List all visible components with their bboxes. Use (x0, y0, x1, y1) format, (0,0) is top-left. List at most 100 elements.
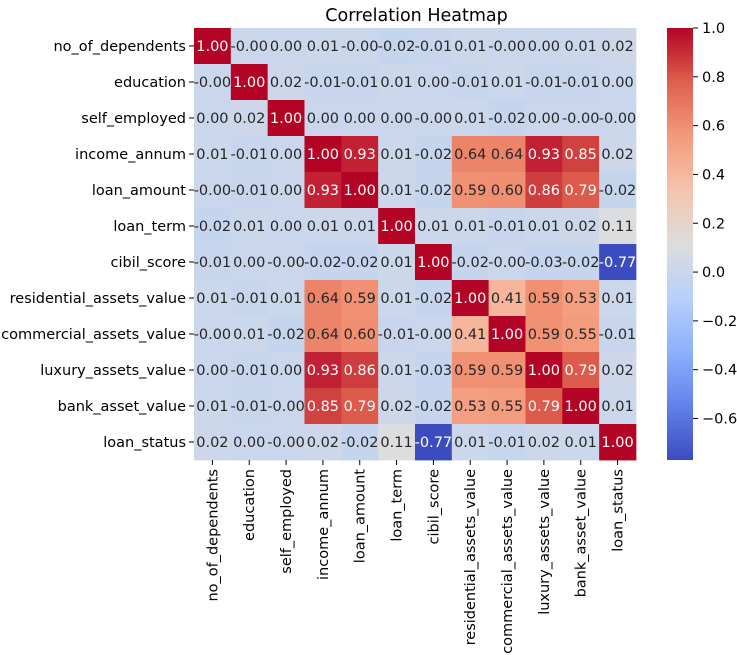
cell-value-label: 0.01 (528, 219, 560, 235)
heatmap-cell (414, 316, 453, 353)
cell-value-label: -0.77 (599, 255, 637, 271)
cell-value-label: 0.00 (380, 111, 412, 127)
heatmap-cell (599, 280, 637, 317)
heatmap-cell (267, 100, 305, 137)
cell-value-label: 0.01 (417, 219, 449, 235)
column-tick-label: cibil_score (426, 469, 442, 545)
cell-value-label: -0.02 (415, 183, 453, 199)
cell-value-label: 0.01 (491, 75, 523, 91)
heatmap-cell (525, 136, 563, 173)
heatmap-cell (304, 172, 342, 209)
cell-value-label: -0.01 (525, 75, 563, 91)
heatmap-cells: 1.00 -0.00 0.00 0.01 -0.00 -0.02 -0.01 0.01 -0.0… (194, 28, 637, 461)
cell-value-label: -0.01 (488, 435, 526, 451)
heatmap-cell (341, 424, 379, 461)
heatmap-cell (267, 244, 305, 281)
cell-value-label: -0.00 (267, 255, 305, 271)
cell-value-label: 0.41 (454, 327, 486, 343)
column-tick-label: luxury_assets_value (537, 469, 553, 615)
cell-value-label: -0.01 (341, 75, 379, 91)
heatmap-cell (378, 136, 416, 173)
colorbar-tick-label: −0.2 (702, 314, 737, 330)
column-tick-label: education (242, 469, 258, 541)
cell-value-label: -0.01 (488, 219, 526, 235)
heatmap-cell (562, 64, 600, 101)
heatmap-cell (451, 316, 490, 353)
cell-value-label: -0.00 (267, 399, 305, 415)
heatmap-cell (599, 244, 637, 281)
heatmap-cell (341, 388, 379, 425)
heatmap-cell (562, 280, 600, 317)
column-tick-label: self_employed (279, 469, 295, 574)
heatmap-cell (451, 388, 490, 425)
heatmap-cell (341, 100, 379, 137)
heatmap-cell (230, 172, 269, 209)
cell-value-label: -0.01 (599, 327, 637, 343)
heatmap-cell (451, 352, 490, 389)
heatmap-cell (378, 424, 416, 461)
cell-value-label: 0.02 (601, 147, 633, 163)
row-tick-label: bank_asset_value (58, 399, 186, 415)
column-tick-label: commercial_assets_value (500, 469, 516, 654)
cell-value-label: 0.93 (344, 147, 376, 163)
cell-value-label: 0.01 (233, 327, 265, 343)
cell-value-label: 0.59 (491, 363, 523, 379)
cell-value-label: -0.00 (267, 435, 305, 451)
cell-value-label: 0.02 (196, 435, 228, 451)
heatmap-cell (451, 424, 490, 461)
heatmap-cell (230, 64, 269, 101)
heatmap-cell (599, 28, 637, 65)
chart-title: Correlation Heatmap (325, 6, 507, 26)
cell-value-label: 1.00 (565, 399, 597, 415)
colorbar-tick-label: 0.4 (702, 167, 725, 183)
cell-value-label: 0.01 (380, 75, 412, 91)
row-tick-label: luxury_assets_value (40, 363, 186, 379)
cell-value-label: 0.01 (454, 39, 486, 55)
heatmap-cell (378, 172, 416, 209)
cell-value-label: 0.64 (454, 147, 486, 163)
heatmap-cell (414, 136, 453, 173)
heatmap-cell (194, 136, 232, 173)
heatmap-cell (525, 316, 563, 353)
heatmap-cell (378, 352, 416, 389)
cell-value-label: 0.02 (528, 435, 560, 451)
cell-value-label: 0.86 (344, 363, 376, 379)
cell-value-label: -0.02 (194, 219, 232, 235)
cell-value-label: -0.02 (415, 147, 453, 163)
cell-value-label: -0.00 (599, 111, 637, 127)
row-tick-label: education (114, 75, 186, 91)
cell-value-label: 0.02 (601, 363, 633, 379)
row-tick-label: cibil_score (111, 255, 187, 271)
cell-value-label: -0.00 (194, 183, 232, 199)
cell-value-label: -0.00 (415, 111, 453, 127)
heatmap-cell (488, 172, 526, 209)
cell-value-label: -0.02 (341, 435, 379, 451)
heatmap-cell (525, 280, 563, 317)
row-tick-label: self_employed (81, 111, 186, 127)
heatmap-cell (267, 424, 305, 461)
cell-value-label: 0.01 (454, 111, 486, 127)
cell-value-label: 0.85 (565, 147, 597, 163)
cell-value-label: 0.59 (454, 363, 486, 379)
heatmap-cell (341, 64, 379, 101)
heatmap-cell (230, 316, 269, 353)
colorbar-tick-label: −0.6 (702, 412, 737, 428)
cell-value-label: -0.00 (341, 39, 379, 55)
heatmap-cell (194, 28, 232, 65)
cell-value-label: 0.00 (270, 39, 302, 55)
heatmap-cell (304, 388, 342, 425)
cell-value-label: -0.00 (194, 75, 232, 91)
heatmap-cell (599, 316, 637, 353)
heatmap-cell (599, 352, 637, 389)
cell-value-label: 0.00 (270, 183, 302, 199)
row-tick-label: loan_term (113, 219, 186, 235)
heatmap-cell (414, 28, 453, 65)
cell-value-label: 0.01 (565, 435, 597, 451)
heatmap-cell (525, 208, 563, 245)
cell-value-label: 0.00 (270, 363, 302, 379)
heatmap-cell (562, 352, 600, 389)
cell-value-label: -0.02 (378, 39, 416, 55)
cell-value-label: 0.79 (344, 399, 376, 415)
cell-value-label: 0.86 (528, 183, 560, 199)
cell-value-label: 0.79 (565, 363, 597, 379)
